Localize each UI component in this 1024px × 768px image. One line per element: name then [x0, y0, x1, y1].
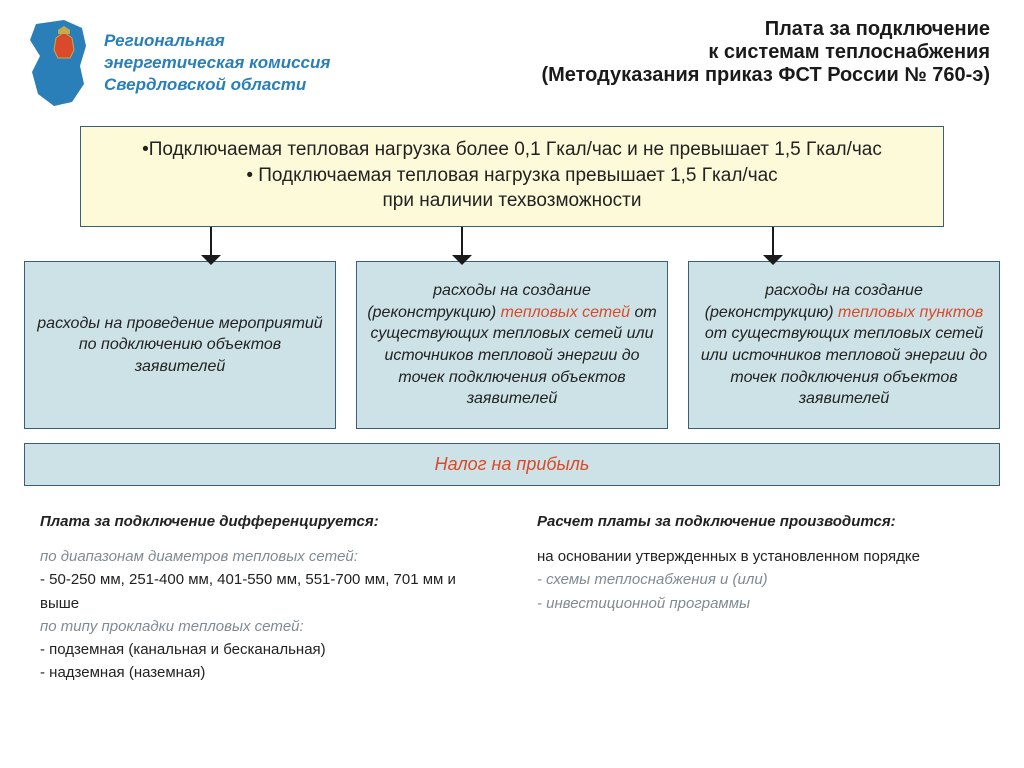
left-line3: - надземная (наземная) — [40, 661, 487, 684]
tax-box: Налог на прибыль — [24, 443, 1000, 486]
arrow-down-icon — [201, 227, 221, 265]
cost-column-text: расходы на создание (реконструкцию) тепл… — [367, 280, 657, 410]
condition-line-2: • Подключаемая тепловая нагрузка превыша… — [97, 163, 927, 189]
arrow-down-icon — [452, 227, 472, 265]
org-line-1: Региональная — [104, 31, 330, 51]
left-line2: - подземная (канальная и бесканальная) — [40, 638, 487, 661]
page-title: Плата за подключение к системам теплосна… — [384, 18, 1000, 87]
right-heading: Расчет платы за подключение производится… — [537, 510, 984, 533]
arrows-row — [80, 227, 944, 261]
bottom-left: Плата за подключение дифференцируется: п… — [40, 510, 487, 685]
org-line-3: Свердловской области — [104, 75, 330, 95]
right-sub1: - схемы теплоснабжения и (или) — [537, 568, 984, 591]
cost-column-1: расходы на проведение мероприятий по под… — [24, 261, 336, 429]
cost-column-2: расходы на создание (реконструкцию) тепл… — [356, 261, 668, 429]
conditions-box: •Подключаемая тепловая нагрузка более 0,… — [80, 126, 944, 227]
highlight-term: тепловых сетей — [501, 304, 630, 321]
title-line-2: к системам теплоснабжения — [384, 41, 990, 64]
cost-columns: расходы на проведение мероприятий по под… — [0, 261, 1024, 429]
right-sub2: - инвестиционной программы — [537, 592, 984, 615]
bottom-section: Плата за подключение дифференцируется: п… — [0, 486, 1024, 685]
title-line-1: Плата за подключение — [384, 18, 990, 41]
cost-column-3: расходы на создание (реконструкцию) тепл… — [688, 261, 1000, 429]
right-line1: на основании утвержденных в установленно… — [537, 545, 984, 568]
header: Региональная энергетическая комиссия Све… — [0, 0, 1024, 114]
cost-column-text: расходы на проведение мероприятий по под… — [35, 313, 325, 378]
region-map-icon — [24, 18, 94, 108]
highlight-term: тепловых пунктов — [838, 304, 983, 321]
left-heading: Плата за подключение дифференцируется: — [40, 510, 487, 533]
title-line-3: (Методуказания приказ ФСТ России № 760-э… — [384, 64, 990, 87]
left-line1: - 50-250 мм, 251-400 мм, 401-550 мм, 551… — [40, 568, 487, 615]
left-sub1: по диапазонам диаметров тепловых сетей: — [40, 545, 487, 568]
left-sub2: по типу прокладки тепловых сетей: — [40, 615, 487, 638]
condition-line-3: при наличии техвозможности — [97, 188, 927, 214]
bottom-right: Расчет платы за подключение производится… — [537, 510, 984, 685]
logo-block: Региональная энергетическая комиссия Све… — [24, 18, 384, 108]
arrow-down-icon — [763, 227, 783, 265]
org-line-2: энергетическая комиссия — [104, 53, 330, 73]
condition-line-1: •Подключаемая тепловая нагрузка более 0,… — [97, 137, 927, 163]
org-name: Региональная энергетическая комиссия Све… — [104, 31, 330, 95]
tax-label: Налог на прибыль — [435, 454, 590, 474]
cost-column-text: расходы на создание (реконструкцию) тепл… — [699, 280, 989, 410]
